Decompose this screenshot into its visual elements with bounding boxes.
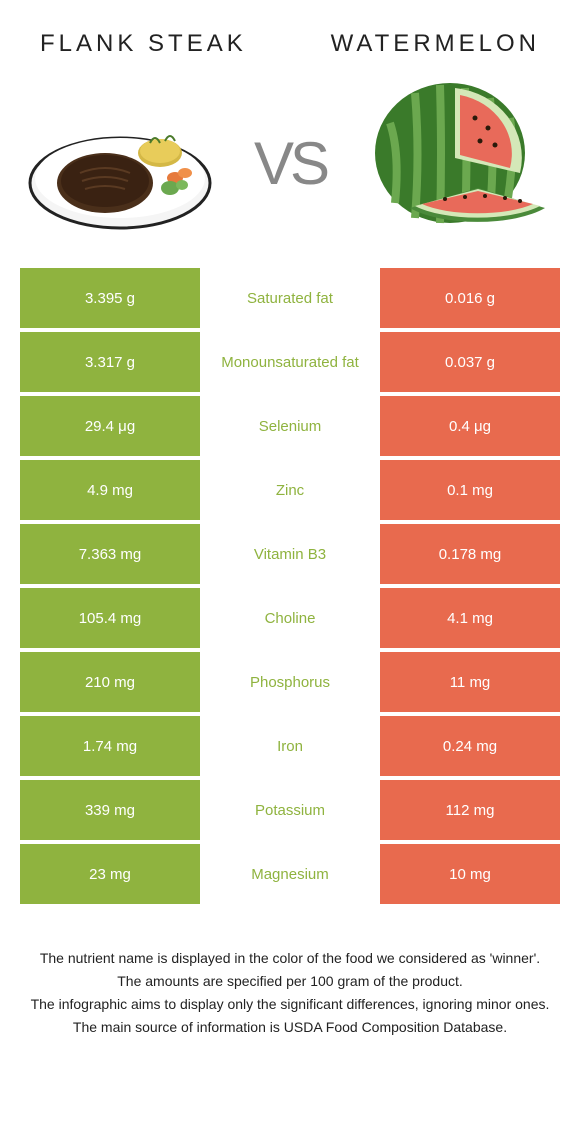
table-row: 105.4 mgCholine4.1 mg: [20, 588, 560, 648]
nutrient-label: Iron: [200, 716, 380, 776]
left-value: 210 mg: [20, 652, 200, 712]
nutrient-label: Choline: [200, 588, 380, 648]
nutrient-label: Monounsaturated fat: [200, 332, 380, 392]
nutrient-label: Saturated fat: [200, 268, 380, 328]
nutrient-label: Vitamin B3: [200, 524, 380, 584]
vs-label: VS: [254, 129, 326, 198]
footer-line: The main source of information is USDA F…: [30, 1017, 550, 1038]
table-row: 7.363 mgVitamin B30.178 mg: [20, 524, 560, 584]
right-value: 0.24 mg: [380, 716, 560, 776]
left-value: 4.9 mg: [20, 460, 200, 520]
right-value: 4.1 mg: [380, 588, 560, 648]
footer-line: The amounts are specified per 100 gram o…: [30, 971, 550, 992]
table-row: 339 mgPotassium112 mg: [20, 780, 560, 840]
footer-line: The infographic aims to display only the…: [30, 994, 550, 1015]
nutrient-label: Phosphorus: [200, 652, 380, 712]
right-value: 0.037 g: [380, 332, 560, 392]
left-food-title: FLANK STEAK: [40, 30, 247, 58]
left-value: 3.395 g: [20, 268, 200, 328]
footer-line: The nutrient name is displayed in the co…: [30, 948, 550, 969]
right-food-title: WATERMELON: [331, 30, 540, 58]
right-value: 10 mg: [380, 844, 560, 904]
right-value: 0.4 μg: [380, 396, 560, 456]
left-value: 29.4 μg: [20, 396, 200, 456]
nutrient-label: Zinc: [200, 460, 380, 520]
right-value: 0.178 mg: [380, 524, 560, 584]
header: FLANK STEAK WATERMELON: [0, 0, 580, 68]
table-row: 1.74 mgIron0.24 mg: [20, 716, 560, 776]
right-value: 11 mg: [380, 652, 560, 712]
steak-image: [20, 73, 220, 253]
left-value: 339 mg: [20, 780, 200, 840]
left-value: 105.4 mg: [20, 588, 200, 648]
table-row: 3.395 gSaturated fat0.016 g: [20, 268, 560, 328]
left-value: 3.317 g: [20, 332, 200, 392]
footer-notes: The nutrient name is displayed in the co…: [0, 908, 580, 1038]
right-value: 0.016 g: [380, 268, 560, 328]
table-row: 3.317 gMonounsaturated fat0.037 g: [20, 332, 560, 392]
right-value: 0.1 mg: [380, 460, 560, 520]
images-row: VS: [0, 68, 580, 268]
table-row: 4.9 mgZinc0.1 mg: [20, 460, 560, 520]
nutrient-label: Potassium: [200, 780, 380, 840]
watermelon-image: [360, 73, 560, 253]
left-value: 1.74 mg: [20, 716, 200, 776]
nutrient-label: Magnesium: [200, 844, 380, 904]
nutrient-label: Selenium: [200, 396, 380, 456]
left-value: 7.363 mg: [20, 524, 200, 584]
right-value: 112 mg: [380, 780, 560, 840]
table-row: 210 mgPhosphorus11 mg: [20, 652, 560, 712]
table-row: 23 mgMagnesium10 mg: [20, 844, 560, 904]
nutrient-table: 3.395 gSaturated fat0.016 g3.317 gMonoun…: [20, 268, 560, 904]
table-row: 29.4 μgSelenium0.4 μg: [20, 396, 560, 456]
left-value: 23 mg: [20, 844, 200, 904]
